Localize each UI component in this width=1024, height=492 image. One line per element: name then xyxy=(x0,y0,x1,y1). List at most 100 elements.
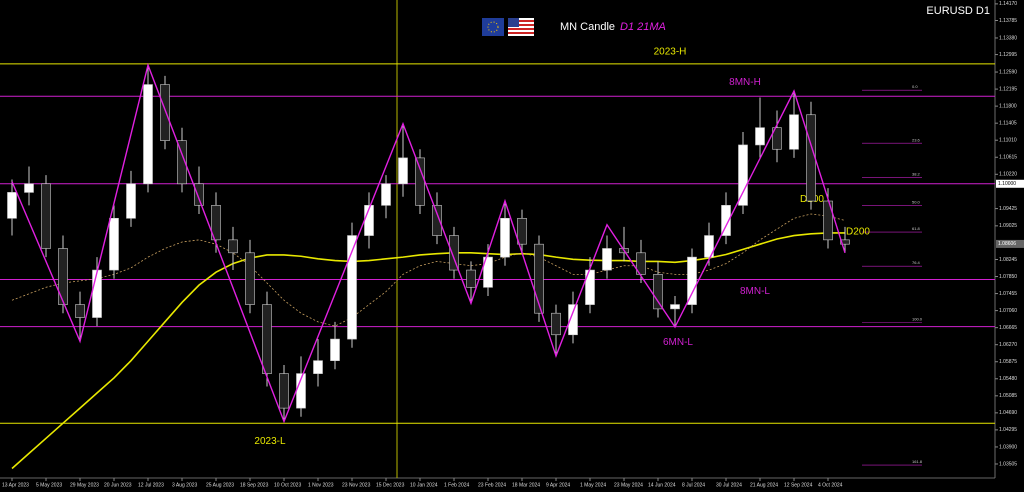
y-tick-label: 1.13380 xyxy=(999,35,1017,41)
candle-body xyxy=(551,312,561,336)
x-tick-label: 14 Jun 2024 xyxy=(648,482,676,488)
candle-body xyxy=(500,217,510,258)
level-label: 6MN-L xyxy=(663,337,693,348)
y-tick-label: 1.11405 xyxy=(999,120,1017,126)
price-label: 1.10000 xyxy=(998,181,1016,187)
y-tick-label: 1.09425 xyxy=(999,206,1017,212)
candle-body xyxy=(568,304,578,336)
candle-body xyxy=(704,235,714,258)
candle-body xyxy=(177,140,187,185)
candle-body xyxy=(58,248,68,305)
fib-label: 161.8 xyxy=(912,459,923,464)
x-tick-label: 15 Dec 2023 xyxy=(376,482,405,488)
y-tick-label: 1.10220 xyxy=(999,172,1017,178)
x-tick-label: 23 May 2024 xyxy=(614,482,643,488)
y-tick-label: 1.10615 xyxy=(999,155,1017,161)
candle-body xyxy=(721,205,731,236)
candle-body xyxy=(840,239,850,245)
y-tick-label: 1.04690 xyxy=(999,410,1017,416)
y-tick-label: 1.13785 xyxy=(999,18,1017,24)
candle-body xyxy=(398,157,408,185)
candle-body xyxy=(160,84,170,141)
level-label: 2023-L xyxy=(254,436,286,447)
x-tick-label: 8 Jul 2024 xyxy=(682,482,705,488)
x-tick-label: 1 May 2024 xyxy=(580,482,606,488)
candle-body xyxy=(109,217,119,271)
y-tick-label: 1.12590 xyxy=(999,69,1017,75)
candle-body xyxy=(75,304,85,318)
candle-body xyxy=(126,183,136,219)
header-title: MN Candle xyxy=(560,21,615,33)
y-tick-label: 1.12195 xyxy=(999,86,1017,92)
fib-label: 100.0 xyxy=(912,316,923,321)
x-tick-label: 21 Aug 2024 xyxy=(750,482,778,488)
candle-body xyxy=(228,239,238,254)
y-tick-label: 1.07850 xyxy=(999,274,1017,280)
y-tick-label: 1.09025 xyxy=(999,223,1017,229)
x-tick-label: 10 Oct 2023 xyxy=(274,482,301,488)
candle-body xyxy=(279,373,289,409)
y-tick-label: 1.03505 xyxy=(999,461,1017,467)
x-tick-label: 9 Apr 2024 xyxy=(546,482,570,488)
flags xyxy=(482,18,534,36)
y-tick-label: 1.05875 xyxy=(999,359,1017,365)
candle-body xyxy=(415,157,425,206)
x-tick-label: 23 Feb 2024 xyxy=(478,482,506,488)
x-tick-label: 25 Aug 2023 xyxy=(206,482,234,488)
y-tick-label: 1.07060 xyxy=(999,308,1017,314)
candle-body xyxy=(143,84,153,185)
candle-body xyxy=(92,269,102,318)
candle-body xyxy=(602,248,612,271)
candle-body xyxy=(381,183,391,206)
y-tick-label: 1.06270 xyxy=(999,342,1017,348)
candle-body xyxy=(41,183,51,249)
fib-label: 38.2 xyxy=(912,171,921,176)
candle-body xyxy=(432,205,442,236)
fib-label: 0.0 xyxy=(912,84,918,89)
candle-body xyxy=(7,192,17,219)
price-label-box xyxy=(996,239,1024,248)
candle-body xyxy=(636,252,646,275)
level-label: 2023-H xyxy=(654,46,687,57)
x-tick-label: 29 May 2023 xyxy=(70,482,99,488)
x-tick-label: 20 Jun 2023 xyxy=(104,482,132,488)
candle-body xyxy=(806,114,816,202)
y-tick-label: 1.14170 xyxy=(999,1,1017,7)
candle-body xyxy=(653,274,663,310)
candle-body xyxy=(347,235,357,340)
candle-body xyxy=(262,304,272,374)
candle-body xyxy=(687,256,697,305)
x-tick-label: 18 Mar 2024 xyxy=(512,482,540,488)
x-tick-label: 5 May 2023 xyxy=(36,482,62,488)
zigzag xyxy=(11,62,846,424)
candle-body xyxy=(483,256,493,288)
ma-label: D200 xyxy=(846,227,870,238)
fib-label: 23.6 xyxy=(912,137,921,142)
candle-body xyxy=(534,243,544,314)
y-tick-label: 1.05085 xyxy=(999,393,1017,399)
x-tick-label: 18 Sep 2023 xyxy=(240,482,269,488)
x-tick-label: 30 Jul 2024 xyxy=(716,482,742,488)
x-tick-label: 3 Aug 2023 xyxy=(172,482,198,488)
candle-body xyxy=(755,127,765,146)
candle-body xyxy=(24,183,34,193)
candle-body xyxy=(449,235,459,271)
price-label-box xyxy=(996,179,1024,188)
x-tick-label: 13 Apr 2023 xyxy=(2,482,29,488)
price-label: 1.08606 xyxy=(998,241,1016,247)
x-tick-label: 4 Oct 2024 xyxy=(818,482,843,488)
level-label: 8MN-L xyxy=(740,286,770,297)
header-subtitle: D1 21MA xyxy=(620,21,666,33)
candle-body xyxy=(313,360,323,374)
ma-line xyxy=(11,213,846,327)
candle-body xyxy=(517,217,527,245)
x-tick-label: 10 Jan 2024 xyxy=(410,482,438,488)
level-label: 8MN-H xyxy=(729,77,761,88)
y-tick-label: 1.05480 xyxy=(999,376,1017,382)
x-tick-label: 1 Feb 2024 xyxy=(444,482,470,488)
candle-body xyxy=(194,183,204,206)
y-tick-label: 1.12995 xyxy=(999,52,1017,58)
